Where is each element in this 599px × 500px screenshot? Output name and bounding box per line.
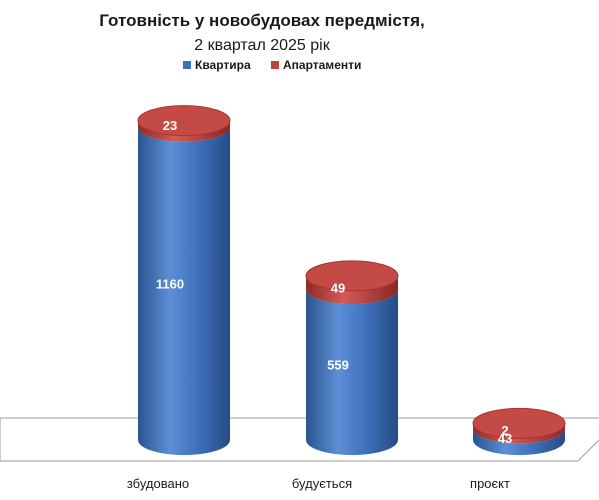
value-label-apartamenty-0: 23 (163, 118, 177, 133)
bar-kvartyra-2 (473, 428, 565, 455)
value-label-kvartyra-1: 559 (327, 358, 349, 373)
value-label-apartamenty-1: 49 (331, 280, 345, 295)
bar-apartamenty-1 (306, 275, 398, 305)
value-label-kvartyra-0: 1160 (156, 276, 184, 291)
bar-kvartyra-0 (138, 126, 230, 456)
bar-kvartyra-1 (306, 289, 398, 455)
bar-top-cap-1 (305, 260, 399, 292)
bar-apartamenty-0 (138, 120, 230, 142)
value-label-apartamenty-2: 2 (501, 423, 508, 438)
bars-group: 23 1160 49 559 243 (137, 105, 566, 456)
legend-label-kvartyra: Квартира (195, 58, 251, 72)
bar-top-cap-0 (137, 105, 231, 137)
category-label-0: збудовано (127, 476, 189, 491)
legend: Квартира Апартаменти (183, 58, 361, 72)
legend-swatch-apartamenty (271, 61, 279, 69)
bar-apartamenty-2 (473, 423, 565, 444)
legend-swatch-kvartyra (183, 61, 191, 69)
category-label-1: будується (292, 476, 352, 491)
bar-top-cap-2 (472, 407, 566, 439)
chart-title: Готовність у новобудовах передмістя, (99, 11, 425, 30)
chart-subtitle: 2 квартал 2025 рік (194, 37, 330, 54)
value-label-kvartyra-2: 43 (498, 431, 512, 446)
category-label-2: проєкт (470, 476, 510, 491)
legend-label-apartamenty: Апартаменти (283, 58, 361, 72)
